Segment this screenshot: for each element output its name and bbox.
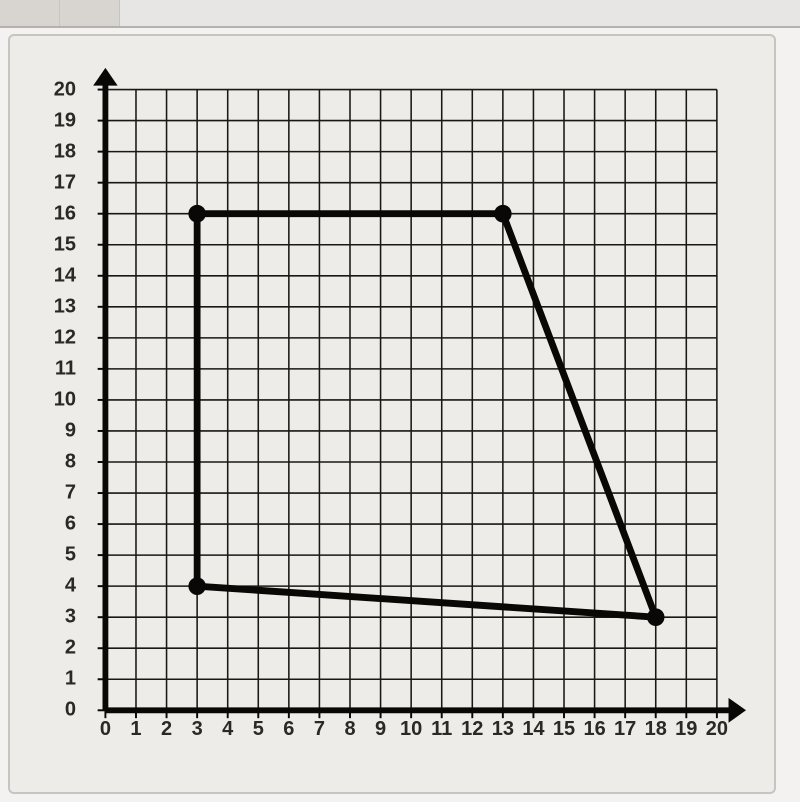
y-tick-label: 1 [65,668,76,691]
y-tick-label: 11 [55,357,76,380]
toolbar-button[interactable] [0,0,60,26]
plot-area [86,60,746,730]
chart-container: 01234567891011121314151617181920 0123456… [32,54,752,774]
y-tick-label: 9 [65,419,76,442]
y-tick-label: 17 [54,171,76,194]
toolbar-button[interactable] [60,0,120,26]
y-tick-label: 6 [65,513,76,536]
y-tick-label: 10 [54,388,76,411]
graph-panel: 01234567891011121314151617181920 0123456… [8,34,776,794]
y-tick-label: 2 [65,637,76,660]
y-tick-label: 16 [54,202,76,225]
y-tick-label: 5 [65,544,76,567]
y-tick-label: 14 [54,264,76,287]
y-tick-label: 8 [65,451,76,474]
y-tick-label: 19 [54,109,76,132]
y-tick-label: 20 [54,78,76,101]
y-tick-label: 3 [65,606,76,629]
y-tick-label: 13 [54,295,76,318]
toolbar-strip [0,0,800,28]
y-tick-label: 4 [65,575,76,598]
y-tick-label: 7 [65,482,76,505]
y-tick-label: 18 [54,140,76,163]
y-tick-label: 15 [54,233,76,256]
y-tick-label: 12 [54,326,76,349]
y-axis-labels: 01234567891011121314151617181920 [32,54,82,774]
chart-svg [86,60,746,730]
